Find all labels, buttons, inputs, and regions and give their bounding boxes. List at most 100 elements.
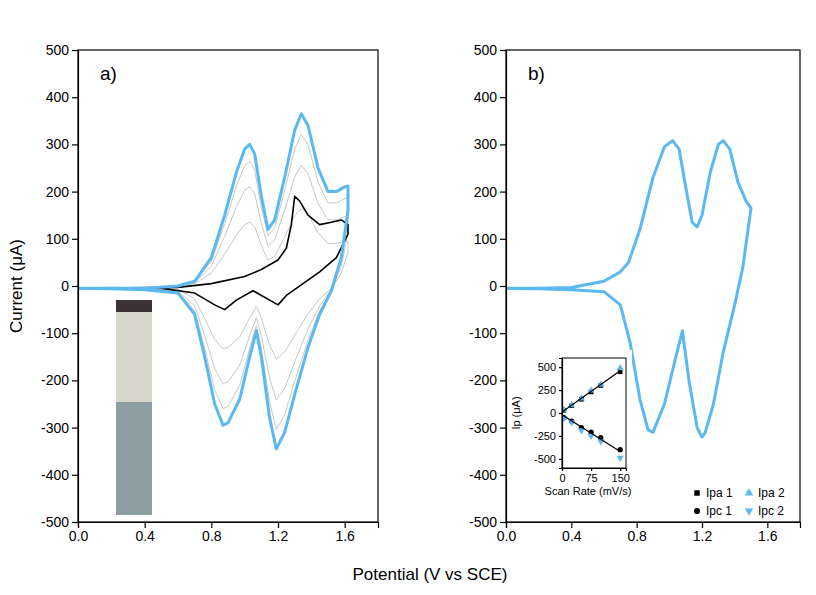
tick-mark — [500, 428, 506, 429]
tick-mark — [72, 144, 78, 145]
tick: 400 — [46, 89, 78, 105]
series-group — [78, 114, 348, 449]
series-line — [562, 371, 620, 412]
tick-mark — [72, 239, 78, 240]
tick-label: 1.6 — [758, 528, 778, 544]
tick-mark — [500, 50, 506, 51]
tick: 0 — [550, 407, 562, 419]
x-axis: 0.0 0.4 0.8 1.2 1.6 — [497, 522, 801, 544]
tick: 200 — [474, 184, 506, 200]
figure: 0.0 0.4 0.8 1.2 1.6 -500 -400 -300 -200 -100 0 100 2… — [0, 0, 816, 595]
tick: -400 — [469, 467, 506, 483]
legend-label: Ipc 2 — [758, 504, 784, 518]
tick: 0.0 — [497, 522, 517, 544]
y-axis-title: Current (μA) — [7, 239, 26, 333]
tick-mark — [500, 380, 506, 381]
tick: 0.8 — [202, 522, 222, 544]
series-line — [78, 114, 348, 449]
tick: 0 — [61, 278, 78, 294]
tick-mark — [500, 522, 506, 523]
tick: 0 — [559, 468, 565, 484]
tick-label: 0.0 — [497, 528, 517, 544]
tick-label: 0.8 — [202, 528, 222, 544]
tick-label: -300 — [469, 420, 497, 436]
tick-label: 0 — [61, 278, 69, 294]
tick-label: -500 — [469, 514, 497, 530]
tick: 150 — [612, 468, 630, 484]
tick-mark — [591, 468, 592, 471]
tick: 200 — [46, 184, 78, 200]
tick-label: 200 — [46, 184, 70, 200]
tick-mark — [72, 97, 78, 98]
tick: -250 — [534, 430, 562, 442]
inset-background — [508, 350, 632, 502]
tick: 1.6 — [758, 522, 778, 544]
tick-mark — [72, 522, 78, 523]
tick-label: -100 — [41, 325, 69, 341]
tick: -300 — [41, 420, 78, 436]
tick: -200 — [41, 372, 78, 388]
series-line — [78, 165, 348, 400]
tick-label: -500 — [41, 514, 69, 530]
tick-label: 150 — [612, 472, 630, 484]
tick: 500 — [538, 361, 562, 373]
axis-line — [507, 523, 801, 529]
tick-mark — [500, 97, 506, 98]
tick-mark — [500, 144, 506, 145]
tick: -200 — [469, 372, 506, 388]
tick: 1.2 — [693, 522, 713, 544]
photo-inset — [116, 300, 152, 515]
y-axis: -500-400-300-200-1000100200300400500 — [469, 42, 507, 530]
tick-mark — [72, 380, 78, 381]
tick-label: 0.0 — [69, 528, 89, 544]
inset-series — [562, 364, 624, 462]
tick-label: 1.2 — [693, 528, 713, 544]
tick-label: 100 — [474, 231, 498, 247]
axis-line — [500, 51, 507, 523]
legend-marker — [694, 508, 700, 514]
tick: -500 — [469, 514, 506, 530]
tick-label: 200 — [474, 184, 498, 200]
tick-label: 400 — [474, 89, 498, 105]
tick: -300 — [469, 420, 506, 436]
tick-mark — [559, 413, 562, 414]
tick-mark — [500, 475, 506, 476]
tick-label: -400 — [41, 467, 69, 483]
tick-mark — [500, 333, 506, 334]
tick: 250 — [538, 384, 562, 396]
tick: 1.2 — [269, 522, 289, 544]
tick-label: -400 — [469, 467, 497, 483]
tick-label: -200 — [469, 372, 497, 388]
tick: 300 — [474, 136, 506, 152]
inset: 075150-500-2500250500Scan Rate (mV/s)Ip … — [508, 350, 632, 502]
tick-label: -200 — [41, 372, 69, 388]
tick: 0.4 — [562, 522, 582, 544]
series-line — [562, 415, 620, 452]
tick-mark — [72, 192, 78, 193]
tick: 0.8 — [627, 522, 647, 544]
panel-label: b) — [528, 63, 545, 84]
tick: 300 — [46, 136, 78, 152]
y-axis: -500 -250 0 250 500 — [534, 359, 563, 469]
tick-mark — [620, 468, 621, 471]
tick-mark — [72, 475, 78, 476]
axis-line — [563, 469, 627, 472]
inset-frame — [562, 358, 626, 468]
tick-label: 1.6 — [335, 528, 355, 544]
point — [617, 364, 624, 370]
plot-frame — [78, 50, 378, 522]
legend-marker — [694, 490, 699, 495]
tick-label: -500 — [534, 453, 556, 465]
tick-mark — [559, 459, 562, 460]
photo-part — [116, 312, 152, 402]
tick-label: 1.2 — [269, 528, 289, 544]
panel-label: a) — [100, 63, 117, 84]
legend-label: Ipa 2 — [758, 486, 785, 500]
panel: 0.00.40.81.21.6-500-400-300-200-10001002… — [41, 42, 379, 544]
tick-mark — [72, 333, 78, 334]
tick-mark — [559, 367, 562, 368]
tick: 1.6 — [335, 522, 355, 544]
legend-label: Ipa 1 — [706, 486, 733, 500]
tick-label: 250 — [538, 384, 556, 396]
point — [617, 456, 624, 462]
